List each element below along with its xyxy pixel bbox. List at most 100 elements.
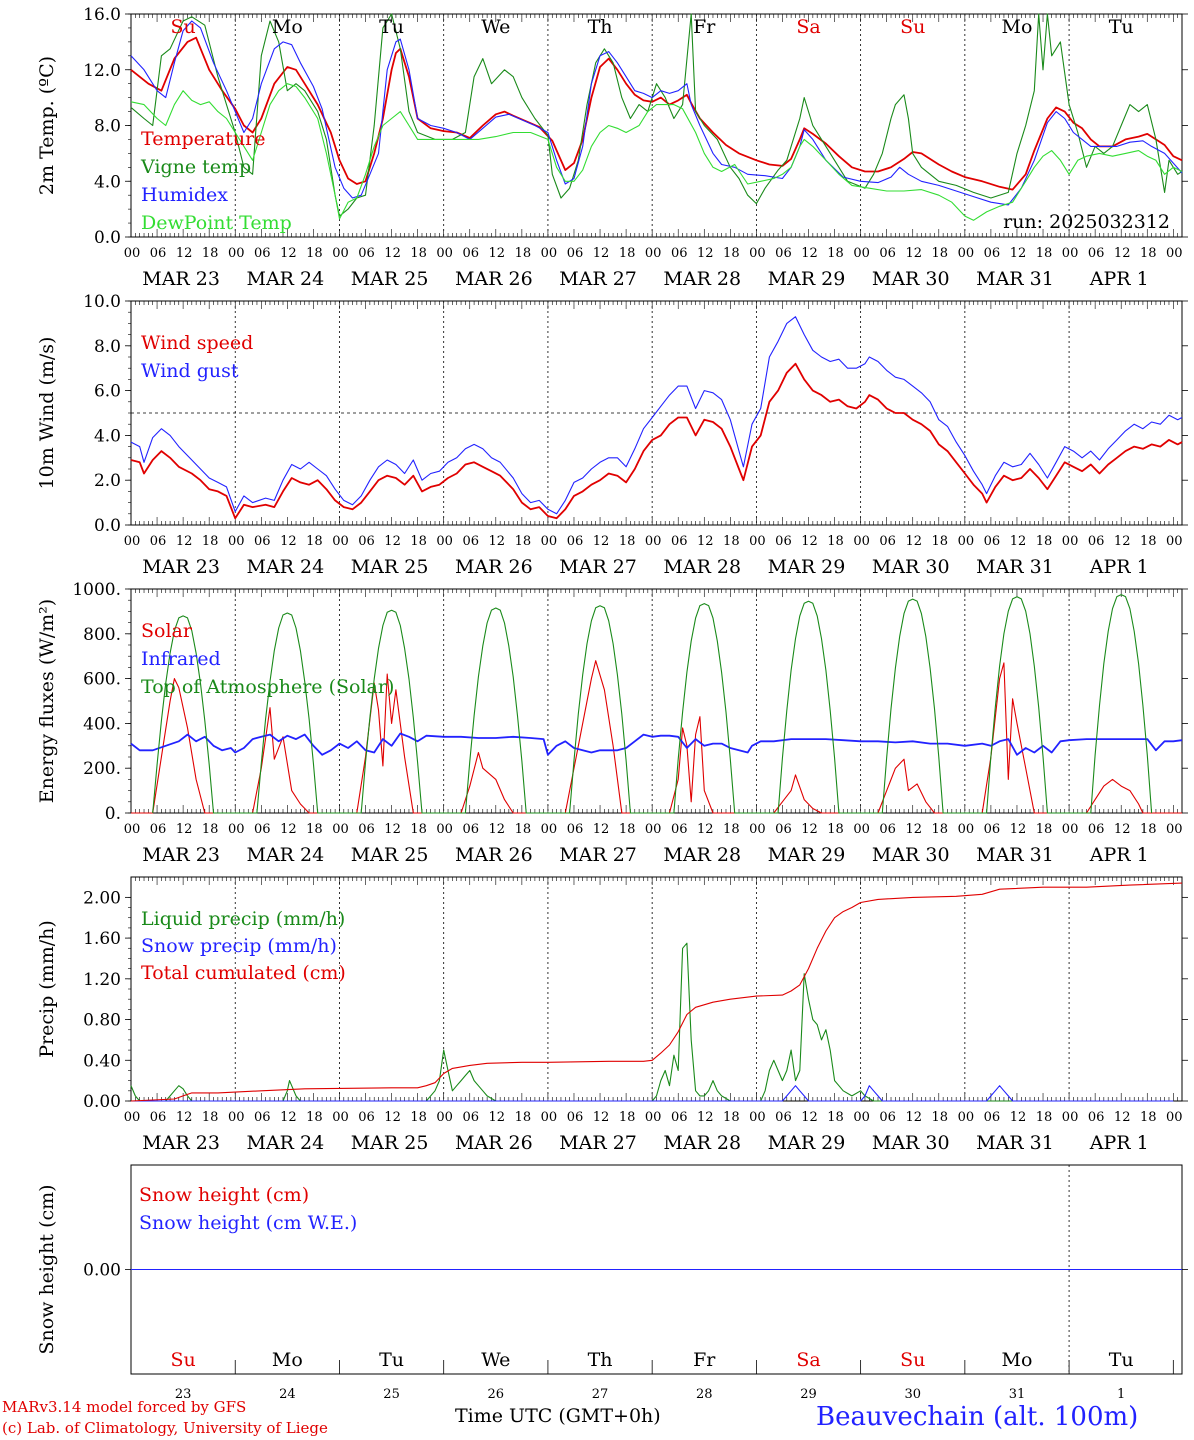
hour-label: 06 <box>984 1110 1001 1125</box>
date-label: MAR 31 <box>976 1132 1054 1154</box>
y-tick-label: 0.0 <box>94 516 121 536</box>
y-tick-label: 0.00 <box>83 1092 121 1112</box>
hour-label: 12 <box>1010 246 1027 261</box>
y-tick-label: 600. <box>83 670 121 690</box>
hour-label: 00 <box>958 1110 975 1125</box>
hour-label: 06 <box>150 534 167 549</box>
date-label: MAR 31 <box>976 268 1054 290</box>
hour-label: 00 <box>749 1110 766 1125</box>
hour-label: 00 <box>332 822 349 837</box>
day-label-bottom: We <box>481 1349 510 1371</box>
hour-label: 18 <box>202 1110 219 1125</box>
hour-label: 00 <box>645 1110 662 1125</box>
hour-label: 00 <box>228 1110 245 1125</box>
hour-label: 00 <box>1062 534 1079 549</box>
hour-label: 18 <box>827 534 844 549</box>
hour-label: 06 <box>879 246 896 261</box>
hour-label: 12 <box>280 822 297 837</box>
y-tick-label: 8.0 <box>94 117 121 137</box>
panel-1: 0.0 4.0 8.0 12.0 16.0 2m Temp. (ºC) Temperatur… <box>36 5 1188 290</box>
hour-label: 06 <box>671 822 688 837</box>
hour-label: 18 <box>723 1110 740 1125</box>
hour-label: 06 <box>984 246 1001 261</box>
date-label: MAR 30 <box>872 268 950 290</box>
hour-label: 12 <box>905 534 922 549</box>
y-tick-label: 2.0 <box>94 471 121 491</box>
y-axis-label: Energy fluxes (W/m²) <box>36 599 58 803</box>
hour-label: 00 <box>436 822 453 837</box>
hour-label: 06 <box>567 822 584 837</box>
hour-label: 06 <box>775 822 792 837</box>
hour-label: 00 <box>749 534 766 549</box>
hour-label: 00 <box>958 246 975 261</box>
series-line-liquid-precip-mm-h- <box>130 942 1174 1102</box>
hour-label: 06 <box>879 1110 896 1125</box>
date-label: MAR 26 <box>455 556 533 578</box>
hour-label: 06 <box>358 246 375 261</box>
hour-label: 06 <box>879 822 896 837</box>
hour-label: 06 <box>150 822 167 837</box>
day-number: 23 <box>175 1387 192 1402</box>
day-label-bottom: Tu <box>379 1349 404 1371</box>
hour-label: 00 <box>1062 822 1079 837</box>
hour-label: 18 <box>515 246 532 261</box>
day-label-top: Mo <box>272 16 303 38</box>
date-label: MAR 24 <box>246 844 324 866</box>
date-label: MAR 30 <box>872 556 950 578</box>
hour-label: 12 <box>697 1110 714 1125</box>
series-line-wind-gust <box>130 316 1183 515</box>
hour-label: 00 <box>541 1110 558 1125</box>
hour-label: 18 <box>1140 246 1157 261</box>
hour-label: 06 <box>254 1110 271 1125</box>
hour-label: 12 <box>489 1110 506 1125</box>
hour-label: 18 <box>306 246 323 261</box>
y-tick-label: 1.60 <box>83 929 121 949</box>
hour-label: 06 <box>1088 534 1105 549</box>
y-axis-label: 2m Temp. (ºC) <box>36 56 58 195</box>
hour-label: 18 <box>1036 534 1053 549</box>
hour-label: 00 <box>853 1110 870 1125</box>
legend-entry: Temperature <box>141 128 265 150</box>
hour-label: 18 <box>827 1110 844 1125</box>
day-label-top: Su <box>900 16 925 38</box>
hour-label: 00 <box>124 822 141 837</box>
hour-label: 00 <box>1062 246 1079 261</box>
time-axis-label: Time UTC (GMT+0h) <box>455 1405 661 1427</box>
hour-label: 00 <box>332 534 349 549</box>
hour-label: 18 <box>932 246 949 261</box>
date-label: MAR 29 <box>768 556 846 578</box>
y-tick-label: 10.0 <box>83 292 121 312</box>
hour-label: 12 <box>176 534 193 549</box>
credit-line-1: MARv3.14 model forced by GFS <box>2 1398 247 1416</box>
day-number: 30 <box>904 1387 921 1402</box>
y-tick-label: 2.00 <box>83 888 121 908</box>
legend-entry: Solar <box>141 620 193 642</box>
hour-label: 18 <box>619 1110 636 1125</box>
day-label-top: Tu <box>1109 16 1134 38</box>
date-label: MAR 25 <box>351 268 429 290</box>
date-label: MAR 26 <box>455 1132 533 1154</box>
y-tick-label: 0.00 <box>83 1261 121 1281</box>
hour-label: 06 <box>775 1110 792 1125</box>
day-number: 25 <box>383 1387 400 1402</box>
legend-entry: Infrared <box>141 648 221 670</box>
y-axis-label: 10m Wind (m/s) <box>36 337 58 490</box>
hour-label: 18 <box>1140 1110 1157 1125</box>
hour-label: 12 <box>1010 1110 1027 1125</box>
hour-label: 18 <box>1140 822 1157 837</box>
hour-label: 12 <box>593 534 610 549</box>
series-line-vigne-temp <box>130 13 1183 217</box>
legend-entry: Snow height (cm W.E.) <box>139 1212 357 1234</box>
hour-label: 18 <box>1036 1110 1053 1125</box>
date-label: MAR 28 <box>663 556 741 578</box>
hour-label: 12 <box>905 822 922 837</box>
legend-entry: Top of Atmosphere (Solar) <box>141 676 394 698</box>
y-tick-label: 0.0 <box>94 228 121 248</box>
legend-entry: Snow precip (mm/h) <box>141 935 337 957</box>
hour-label: 06 <box>358 822 375 837</box>
series-line-temperature <box>130 36 1183 191</box>
date-label: MAR 23 <box>142 1132 220 1154</box>
hour-label: 00 <box>436 534 453 549</box>
hour-label: 18 <box>827 822 844 837</box>
date-label: MAR 29 <box>768 268 846 290</box>
